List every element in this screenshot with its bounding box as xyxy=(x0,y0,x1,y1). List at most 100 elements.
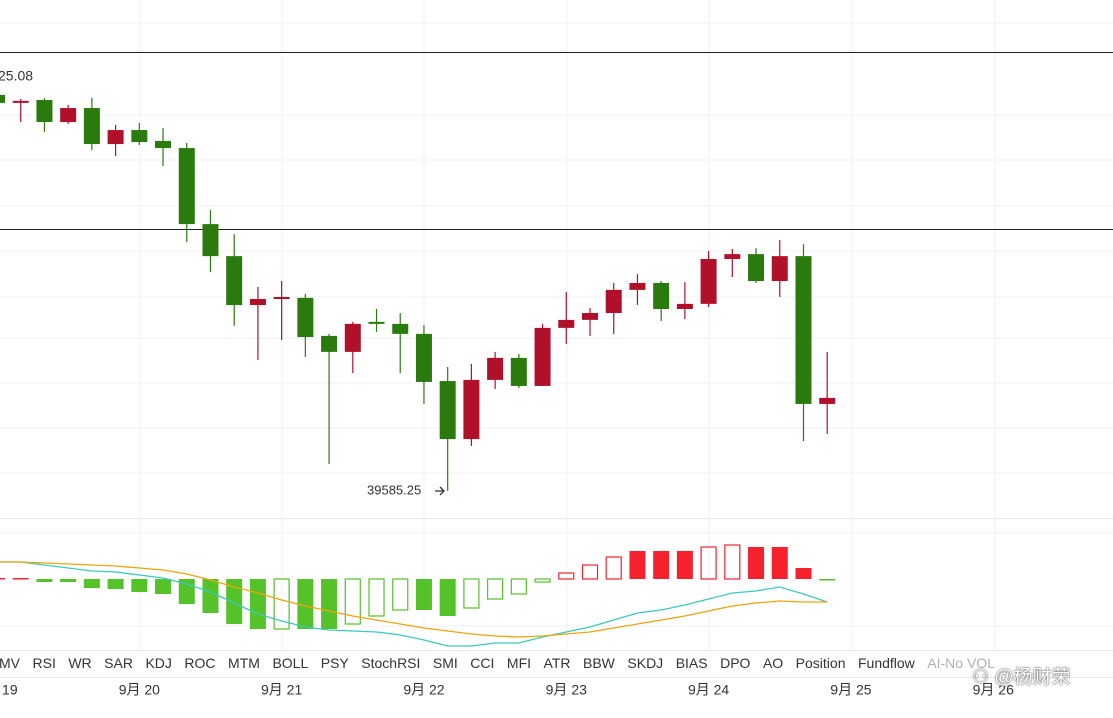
macd-bar xyxy=(249,579,266,629)
candle-body xyxy=(439,381,456,440)
candle-body xyxy=(0,94,5,103)
indicator-tab[interactable]: Fundflow xyxy=(857,655,915,671)
annotation-arrow xyxy=(435,486,445,496)
indicator-tab[interactable]: WR xyxy=(68,655,92,671)
candle-body xyxy=(819,397,836,404)
macd-bar xyxy=(36,579,53,582)
candle-body xyxy=(178,148,195,225)
candle-body xyxy=(202,224,219,257)
candle-body xyxy=(344,323,361,352)
macd-bar xyxy=(12,578,29,580)
macd-bar xyxy=(368,578,385,617)
macd-line xyxy=(0,561,828,647)
macd-bar xyxy=(131,579,148,592)
indicator-tab[interactable]: BIAS xyxy=(675,655,708,671)
indicator-tab[interactable]: KDJ xyxy=(145,655,172,671)
candle-body xyxy=(534,327,551,386)
macd-bar xyxy=(60,579,77,582)
indicator-tab[interactable]: ATR xyxy=(543,655,571,671)
candle-body xyxy=(392,323,409,334)
macd-bar xyxy=(748,547,765,579)
indicator-tab[interactable]: MTM xyxy=(228,655,260,671)
macd-bar xyxy=(392,578,409,611)
candle-body xyxy=(60,108,77,123)
macd-bar xyxy=(202,579,219,613)
indicator-tab[interactable]: SKDJ xyxy=(627,655,664,671)
indicator-tab[interactable]: SMI xyxy=(432,655,458,671)
candle-body xyxy=(771,256,788,281)
macd-bar xyxy=(297,579,314,629)
indicator-tab[interactable]: Position xyxy=(795,655,846,671)
candle-body xyxy=(273,297,290,300)
macd-bar xyxy=(700,546,717,580)
candle-body xyxy=(463,379,480,440)
macd-bar xyxy=(795,568,812,579)
x-tick-label: 9月 19 xyxy=(0,682,18,698)
candle-body xyxy=(605,289,622,314)
indicator-tab[interactable]: ROC xyxy=(184,655,216,671)
macd-bar xyxy=(581,564,599,580)
macd-bar xyxy=(344,578,361,625)
candle-body xyxy=(155,140,172,149)
watermark-text: @杨财荣 xyxy=(994,667,1071,688)
candle-body xyxy=(487,357,504,380)
indicator-tabs: MV RSI WR SAR KDJ ROC MTM BOLL PSY StochRSI SMI CCI… xyxy=(0,655,995,671)
macd-bar xyxy=(676,551,693,579)
candle-body xyxy=(748,254,765,281)
indicator-tab[interactable]: AI-No VOL xyxy=(927,655,995,671)
high-annotation: 25.08 xyxy=(0,68,33,84)
x-tick-label: 9月 20 xyxy=(119,682,160,698)
macd-bar xyxy=(439,579,456,616)
low-annotation: 39585.25 xyxy=(367,482,421,497)
macd-bar xyxy=(724,544,741,580)
indicator-tab[interactable]: PSY xyxy=(320,655,349,671)
x-tick-label: 9月 21 xyxy=(261,682,302,698)
macd-bar xyxy=(321,579,338,629)
candle-body xyxy=(558,319,575,328)
indicator-tab[interactable]: SAR xyxy=(104,655,133,671)
indicator-tab[interactable]: BBW xyxy=(583,655,615,671)
indicator-tab[interactable]: CCI xyxy=(470,655,495,671)
macd-bar xyxy=(819,579,836,581)
candle-body xyxy=(12,100,29,103)
candle-body xyxy=(226,256,243,306)
macd-bar xyxy=(155,579,172,594)
indicator-tab[interactable]: StochRSI xyxy=(361,655,421,671)
candle-body xyxy=(297,297,314,338)
macd-bar xyxy=(415,579,432,610)
macd-bar xyxy=(510,578,527,595)
indicator-tab[interactable]: DPO xyxy=(720,655,751,671)
candle-body xyxy=(510,357,527,386)
candle-body xyxy=(724,254,741,259)
candle-body xyxy=(368,321,385,324)
macd-bar xyxy=(771,547,788,579)
candle-body xyxy=(795,256,812,404)
macd-bar xyxy=(653,551,670,579)
indicator-tab[interactable]: MV xyxy=(0,655,20,671)
candle-body xyxy=(629,282,646,290)
macd-bar xyxy=(487,578,504,600)
macd-bar xyxy=(107,579,124,589)
indicator-tab[interactable]: BOLL xyxy=(272,655,309,671)
candle-body xyxy=(36,100,53,123)
macd-bar xyxy=(629,551,646,579)
x-tick-label: 9月 25 xyxy=(830,682,871,698)
candle-body xyxy=(653,282,670,310)
candle-body xyxy=(415,333,432,382)
x-tick-label: 9月 26 xyxy=(973,682,1014,698)
indicator-tab[interactable]: RSI xyxy=(32,655,56,671)
x-tick-label: 9月 24 xyxy=(688,682,729,698)
candle-body xyxy=(107,130,124,145)
macd-line xyxy=(0,561,828,638)
indicator-tab[interactable]: MFI xyxy=(506,655,532,671)
grid xyxy=(0,0,1113,650)
watermark: ⚇ @杨财荣 xyxy=(972,667,1071,688)
macd-bar xyxy=(463,578,480,609)
candle-body xyxy=(321,335,338,352)
macd-bar xyxy=(558,572,575,580)
macd-bar xyxy=(0,578,5,580)
macd-bar xyxy=(534,578,551,583)
indicator-tab[interactable]: AO xyxy=(762,655,784,671)
